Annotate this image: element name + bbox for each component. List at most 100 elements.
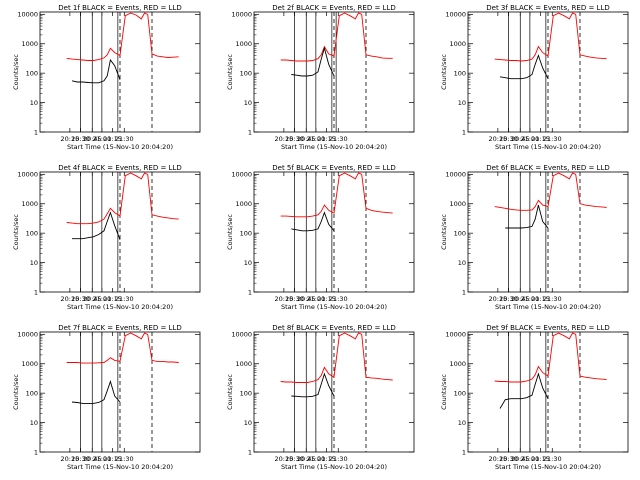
y-tick-label: 10000 (231, 11, 252, 19)
y-tick-label: 10 (458, 419, 466, 427)
x-axis-label: Start Time (15-Nov-10 20:04:20) (281, 463, 387, 471)
y-tick-label: 1 (462, 128, 466, 136)
series-black-events (291, 211, 335, 232)
x-tick-label: 21:00 (92, 295, 111, 303)
y-tick-label: 1 (248, 448, 252, 456)
y-axis-label: Counts/sec (226, 54, 234, 90)
x-tick-label: 20:30 (71, 455, 90, 463)
y-tick-label: 1000 (449, 360, 466, 368)
x-tick-label: 20:45 (297, 455, 316, 463)
series-black-events (499, 372, 549, 409)
x-axis-label: Start Time (15-Nov-10 20:04:20) (281, 303, 387, 311)
y-axis-label: Counts/sec (12, 54, 20, 90)
x-tick-label: 21:30 (543, 455, 562, 463)
x-tick-label: 20:15 (274, 135, 293, 143)
panel-title: Det 7f BLACK = Events, RED = LLD (58, 324, 181, 332)
x-tick-label: 20:30 (285, 135, 304, 143)
y-tick-label: 1000 (235, 40, 252, 48)
x-axis-label: Start Time (15-Nov-10 20:04:20) (281, 143, 387, 151)
series-red-lld (66, 332, 179, 364)
x-tick-label: 21:15 (103, 455, 122, 463)
y-tick-label: 1 (462, 288, 466, 296)
y-axis-label: Counts/sec (226, 374, 234, 410)
y-tick-label: 1000 (21, 360, 38, 368)
y-tick-label: 100 (240, 229, 252, 237)
panel-title: Det 4f BLACK = Events, RED = LLD (58, 164, 181, 172)
y-axis-label: Counts/sec (12, 374, 20, 410)
series-black-events (72, 211, 121, 240)
x-tick-label: 21:30 (115, 455, 134, 463)
x-tick-label: 20:15 (488, 455, 507, 463)
x-tick-label: 21:30 (543, 135, 562, 143)
panel-1: 1 10 100 1000 10000 20:1520:3020:4521:0021:15… (12, 4, 201, 151)
series-red-lld (494, 12, 607, 62)
panel-9: 1 10 100 1000 10000 20:1520:3020:4521:0021:15… (440, 324, 629, 471)
x-tick-label: 20:45 (83, 135, 102, 143)
y-tick-label: 1 (248, 288, 252, 296)
x-tick-label: 21:00 (306, 295, 325, 303)
x-tick-label: 21:00 (520, 295, 539, 303)
y-tick-label: 10000 (17, 331, 38, 339)
y-tick-label: 10000 (231, 171, 252, 179)
x-tick-label: 20:30 (71, 135, 90, 143)
series-red-lld (66, 172, 179, 225)
x-tick-label: 21:00 (520, 135, 539, 143)
y-tick-label: 10 (244, 419, 252, 427)
x-tick-label: 21:00 (306, 455, 325, 463)
y-tick-label: 100 (240, 389, 252, 397)
y-tick-label: 1000 (21, 40, 38, 48)
panel-5: 1 10 100 1000 10000 20:1520:3020:4521:0021:15… (226, 164, 415, 311)
y-tick-label: 1000 (21, 200, 38, 208)
y-axis-label: Counts/sec (440, 374, 448, 410)
x-tick-label: 21:15 (317, 455, 336, 463)
y-tick-label: 10000 (17, 171, 38, 179)
x-tick-label: 21:15 (103, 135, 122, 143)
y-tick-label: 10 (30, 259, 38, 267)
x-tick-label: 20:30 (499, 295, 518, 303)
y-axis-label: Counts/sec (12, 214, 20, 250)
x-tick-label: 21:15 (531, 295, 550, 303)
x-tick-label: 20:15 (274, 295, 293, 303)
x-tick-label: 20:15 (488, 295, 507, 303)
y-tick-label: 100 (240, 69, 252, 77)
x-tick-label: 20:30 (71, 295, 90, 303)
y-tick-label: 10000 (445, 331, 466, 339)
series-red-lld (66, 12, 179, 61)
x-tick-label: 21:30 (329, 295, 348, 303)
x-axis-label: Start Time (15-Nov-10 20:04:20) (67, 143, 173, 151)
x-tick-label: 21:00 (306, 135, 325, 143)
x-tick-label: 21:30 (115, 295, 134, 303)
panel-title: Det 2f BLACK = Events, RED = LLD (272, 4, 395, 12)
y-tick-label: 100 (26, 69, 38, 77)
series-black-events (71, 380, 121, 404)
x-tick-label: 20:15 (60, 295, 79, 303)
x-tick-label: 20:30 (285, 455, 304, 463)
y-tick-label: 10 (458, 99, 466, 107)
panel-title: Det 1f BLACK = Events, RED = LLD (58, 4, 181, 12)
x-tick-label: 20:45 (83, 455, 102, 463)
y-tick-label: 100 (26, 229, 38, 237)
panel-title: Det 3f BLACK = Events, RED = LLD (486, 4, 609, 12)
x-tick-label: 20:45 (297, 135, 316, 143)
panel-title: Det 6f BLACK = Events, RED = LLD (486, 164, 609, 172)
x-tick-label: 20:15 (274, 455, 293, 463)
x-axis-label: Start Time (15-Nov-10 20:04:20) (67, 303, 173, 311)
series-black-events (291, 372, 335, 398)
y-tick-label: 10 (30, 419, 38, 427)
y-tick-label: 100 (26, 389, 38, 397)
x-tick-label: 20:45 (511, 455, 530, 463)
panel-title: Det 5f BLACK = Events, RED = LLD (272, 164, 395, 172)
y-tick-label: 10 (458, 259, 466, 267)
x-tick-label: 21:15 (103, 295, 122, 303)
x-tick-label: 20:30 (499, 455, 518, 463)
y-tick-label: 1 (248, 128, 252, 136)
x-tick-label: 21:30 (115, 135, 134, 143)
x-tick-label: 21:00 (92, 455, 111, 463)
y-axis-label: Counts/sec (440, 214, 448, 250)
y-tick-label: 10000 (17, 11, 38, 19)
x-axis-label: Start Time (15-Nov-10 20:04:20) (495, 463, 601, 471)
panel-title: Det 8f BLACK = Events, RED = LLD (272, 324, 395, 332)
x-tick-label: 20:15 (60, 455, 79, 463)
